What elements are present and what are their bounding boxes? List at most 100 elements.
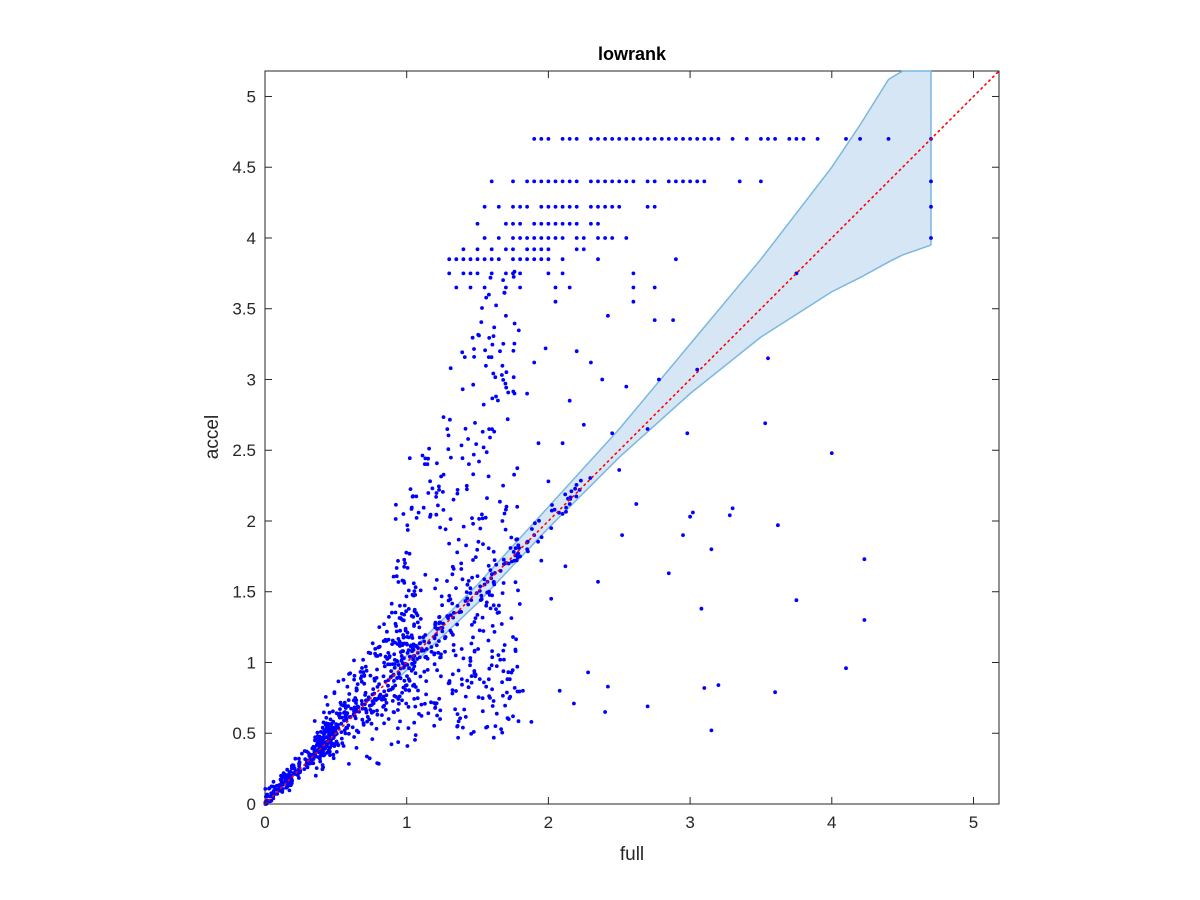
data-point — [443, 527, 448, 532]
data-point — [267, 786, 272, 790]
data-point — [393, 517, 398, 521]
data-point — [603, 204, 607, 209]
data-point — [532, 247, 537, 252]
data-point — [272, 785, 277, 790]
data-point — [492, 630, 497, 634]
data-point — [412, 609, 417, 613]
data-point — [383, 707, 388, 712]
data-point — [461, 271, 466, 276]
data-point — [392, 652, 397, 657]
data-point — [402, 564, 407, 569]
data-point — [340, 741, 345, 746]
data-point — [313, 773, 318, 778]
data-point — [339, 736, 344, 741]
data-point — [320, 725, 325, 730]
data-point — [512, 686, 517, 690]
data-point — [397, 694, 402, 699]
data-point — [461, 656, 466, 661]
data-point — [302, 749, 307, 753]
data-point — [631, 299, 636, 304]
data-point — [480, 306, 484, 310]
data-point — [475, 574, 480, 578]
data-point — [413, 643, 418, 648]
data-point — [460, 350, 465, 355]
data-point — [489, 247, 494, 252]
data-point — [389, 669, 393, 673]
data-point — [472, 620, 477, 624]
data-point — [319, 736, 323, 740]
data-point — [334, 711, 339, 716]
data-point — [459, 647, 464, 651]
data-point — [398, 603, 402, 608]
data-point — [759, 179, 763, 184]
data-point — [603, 137, 607, 141]
data-point — [518, 204, 522, 209]
y-tick-label: 0 — [247, 795, 256, 814]
data-point — [600, 377, 605, 382]
data-point — [569, 489, 574, 494]
data-point — [381, 639, 386, 643]
data-point — [484, 603, 489, 608]
data-point — [418, 617, 423, 621]
data-point — [463, 599, 468, 603]
data-point — [376, 645, 381, 650]
data-point — [399, 611, 404, 616]
data-point — [342, 700, 347, 705]
data-point — [436, 503, 440, 508]
data-point — [490, 396, 495, 401]
data-point — [507, 677, 512, 682]
data-point — [413, 685, 418, 689]
data-point — [727, 513, 732, 518]
data-point — [468, 656, 473, 660]
data-point — [476, 539, 481, 544]
data-point — [513, 649, 518, 653]
data-point — [288, 770, 293, 774]
data-point — [506, 390, 511, 395]
data-point — [498, 349, 502, 354]
data-point — [412, 589, 417, 593]
data-point — [773, 690, 777, 695]
data-point — [320, 767, 325, 772]
data-point — [322, 741, 327, 746]
data-point — [574, 221, 579, 226]
data-point — [377, 682, 381, 687]
data-point — [490, 649, 494, 653]
data-point — [484, 450, 489, 455]
data-point — [581, 422, 586, 427]
data-point — [327, 724, 332, 729]
data-point — [455, 724, 460, 728]
data-point — [412, 660, 417, 665]
data-point — [426, 491, 431, 495]
data-point — [346, 704, 351, 708]
data-point — [511, 348, 516, 353]
data-point — [400, 649, 405, 653]
data-point — [489, 355, 494, 360]
x-tick-label: 2 — [544, 813, 553, 832]
data-point — [398, 719, 402, 724]
data-point — [450, 691, 455, 696]
y-tick-label: 0.5 — [232, 724, 256, 743]
data-point — [610, 204, 615, 209]
data-point — [438, 717, 442, 721]
data-point — [466, 579, 471, 583]
data-point — [468, 271, 473, 276]
data-point — [456, 668, 461, 673]
data-point — [438, 655, 442, 660]
data-point — [510, 559, 514, 564]
data-point — [329, 729, 333, 734]
data-point — [455, 622, 459, 627]
data-point — [456, 719, 461, 724]
data-point — [516, 328, 521, 333]
data-point — [464, 483, 469, 488]
data-point — [844, 137, 848, 141]
data-point — [437, 488, 441, 492]
data-point — [794, 598, 799, 603]
data-point — [487, 589, 491, 594]
data-point — [499, 622, 504, 626]
data-point — [342, 728, 347, 733]
data-point — [525, 204, 529, 209]
data-point — [315, 742, 319, 747]
data-point — [466, 437, 470, 441]
data-point — [695, 367, 700, 372]
data-point — [405, 674, 409, 678]
